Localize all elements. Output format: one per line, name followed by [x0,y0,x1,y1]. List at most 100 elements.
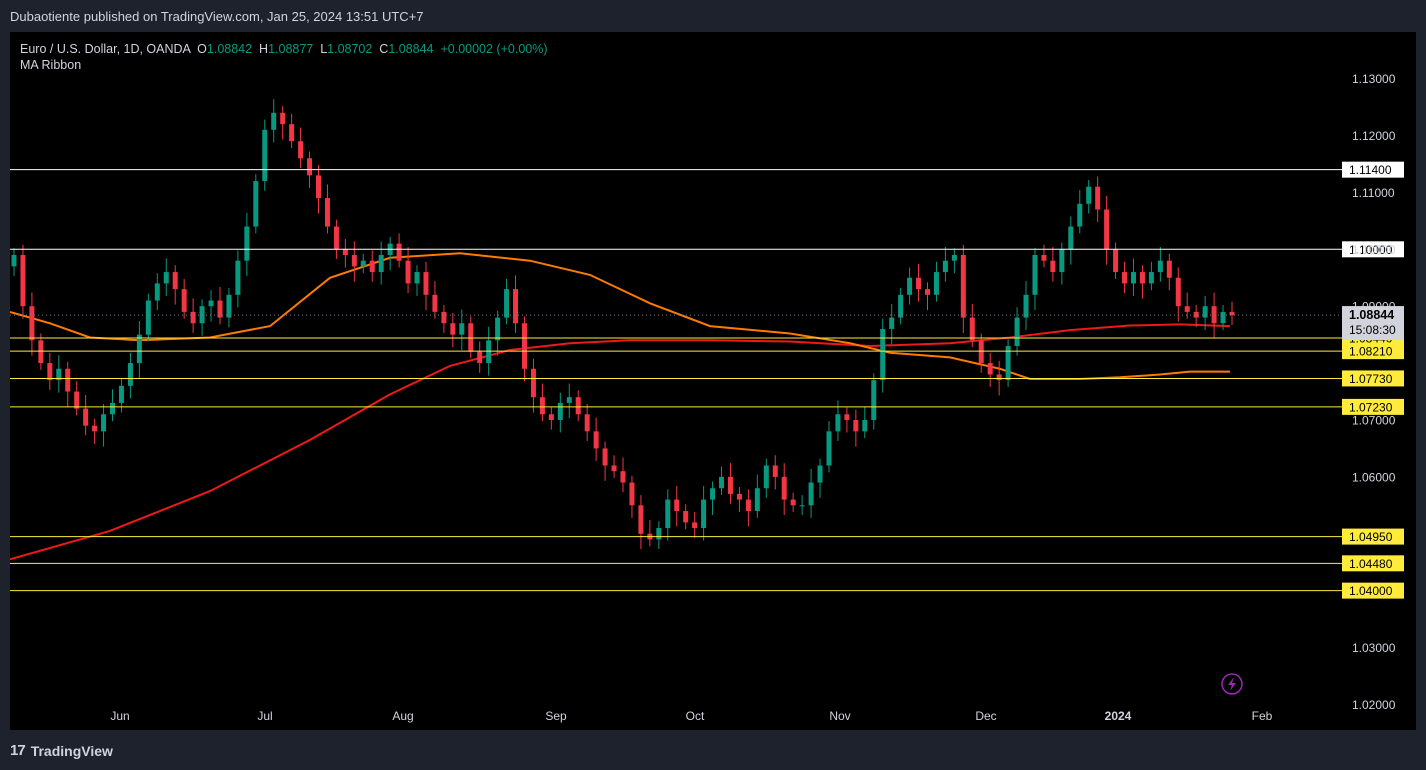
candle-body [324,198,330,227]
candle [1050,247,1056,282]
ma-line-red [10,323,1231,561]
candle [378,241,384,285]
candle [253,174,259,234]
price-chart[interactable]: 1.114001.100001.084401.082101.077301.072… [10,32,1416,730]
candle-body [432,294,438,312]
candle [226,287,232,328]
candle-body [942,260,948,273]
candle [333,219,339,259]
candle [1130,258,1136,296]
candle [136,320,142,379]
y-tick-label: 1.03000 [1352,641,1396,655]
candle-body [369,260,375,273]
candle-body [620,471,626,483]
level-tag-bg [1342,370,1404,387]
candle [719,466,725,496]
candle [271,99,277,143]
candle [477,341,483,373]
candle-body [772,465,778,477]
candle-body [65,368,71,392]
candle-body [978,340,984,364]
candle-body [808,482,814,506]
candle [20,244,26,319]
header-bar: Dubaotiente published on TradingView.com… [0,0,1426,32]
candle [145,293,151,342]
candle [1005,339,1011,387]
candle-body [817,465,823,483]
legend-open: 1.08842 [206,42,253,56]
level-price-tag: 1.11400 [1342,161,1404,178]
candle-body [495,317,501,341]
candle-body [486,340,492,364]
legend-symbol: Euro / U.S. Dollar, 1D, OANDA [20,42,191,56]
candle-body [799,505,805,507]
candle-body [92,425,98,432]
candle-body [450,323,456,335]
candle-body [468,323,474,352]
candle-body [602,448,608,466]
candle [360,253,366,274]
level-tag-label: 1.07230 [1349,400,1393,414]
candle [29,292,35,356]
candle [351,241,357,282]
candle [441,305,447,333]
y-tick-label: 1.02000 [1352,698,1396,712]
candle-body [441,311,447,324]
candle [1193,305,1199,328]
candle-body [289,124,295,142]
tradingview-brand[interactable]: 17 TradingView [10,742,113,759]
candle [1023,281,1029,331]
candle-body [477,351,483,364]
candle-body [1175,277,1181,307]
candle-body [925,289,930,295]
level-tag-label: 1.04480 [1349,557,1393,571]
candle [656,521,662,550]
candle-body [727,476,733,494]
candle-body [745,499,751,511]
candle-body [360,260,366,267]
candle [468,316,474,359]
level-tag-label: 1.08210 [1349,345,1393,359]
candle-body [396,243,402,261]
level-tag-bg [1342,161,1404,178]
candle-body [951,254,957,261]
candle [629,475,635,518]
candle [1184,292,1190,319]
level-tag-bg [1342,555,1404,572]
candle [1068,216,1074,265]
candle [727,463,733,504]
candle [190,298,196,333]
candle [199,299,205,336]
candle-body [378,254,384,273]
candle-body [405,260,411,284]
level-price-tag: 1.04480 [1342,555,1404,572]
candle-body [1157,260,1163,273]
chart-frame[interactable]: 1.114001.100001.084401.082101.077301.072… [10,32,1416,730]
x-tick-label: Feb [1252,709,1273,723]
level-tag-label: 1.11400 [1349,163,1392,177]
candle [575,390,581,422]
candle [611,455,617,478]
candle [432,281,438,319]
candle [217,286,223,325]
legend-close: 1.08844 [388,42,434,56]
indicator-label[interactable]: MA Ribbon [20,58,82,72]
candle [817,458,823,498]
candle-body [835,414,841,432]
countdown-label: 15:08:30 [1349,323,1396,337]
candle-body [262,129,268,182]
candle-body [889,317,895,329]
candle-body [145,300,151,335]
candle [557,392,563,433]
candle-body [56,368,62,381]
candle-body [611,465,617,472]
candle [235,250,241,308]
level-price-tag: 1.04000 [1342,582,1404,599]
lightning-icon[interactable] [1221,673,1243,695]
x-tick-label: Sep [545,709,567,723]
candle [110,389,116,422]
candle [369,250,375,282]
y-tick-label: 1.12000 [1352,129,1396,143]
candle [262,119,268,191]
candle [1220,305,1226,331]
